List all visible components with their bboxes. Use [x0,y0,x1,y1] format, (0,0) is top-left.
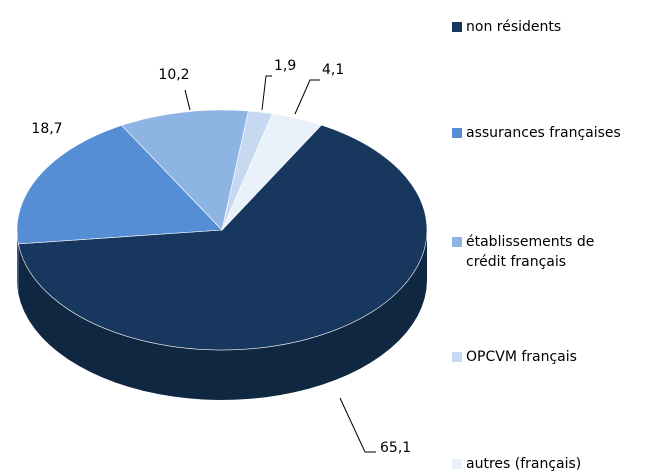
legend-swatch [452,22,462,32]
legend-label: OPCVM français [466,349,577,365]
legend-swatch [452,128,462,138]
slice-side [17,230,19,294]
slice [221,113,322,231]
leader-line [261,75,272,111]
legend-swatch [452,459,462,469]
legend-label: assurances françaises [466,125,621,141]
slice [121,109,249,231]
data-label: 18,7 [31,121,62,137]
data-label: 1,9 [274,58,296,74]
data-label: 4,1 [322,62,344,78]
data-label: 65,1 [380,440,411,456]
legend-entry: OPCVM français [452,347,652,367]
slice [16,125,223,245]
legend-entry: assurances françaises [452,123,652,143]
leader-line [184,89,191,111]
legend-entry: établissements de crédit français [452,232,652,272]
legend-label: non résidents [466,19,562,35]
legend-entry: non résidents [452,17,652,37]
data-label: 10,2 [158,67,189,83]
slice-side [18,230,427,400]
legend-swatch [452,237,462,247]
legend-entry: autres (français) [452,454,652,474]
legend-label: autres (français) [466,456,582,472]
legend-swatch [452,352,462,362]
legend-label: établissements de crédit français [466,234,595,270]
slice [18,124,428,351]
leader-line [339,397,376,453]
leader-line [294,79,320,115]
